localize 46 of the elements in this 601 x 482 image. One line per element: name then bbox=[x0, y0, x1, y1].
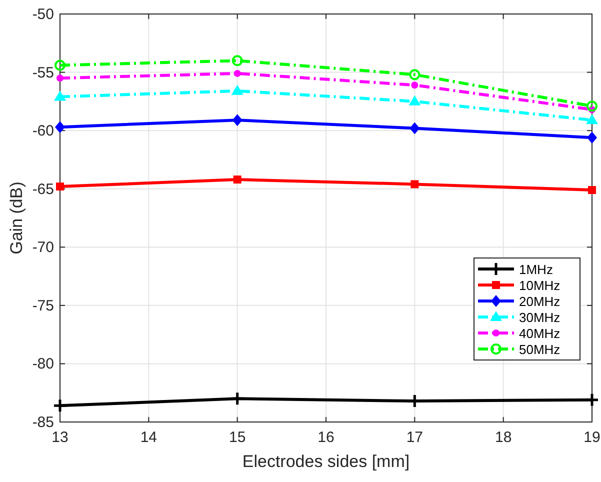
point bbox=[588, 186, 596, 194]
y-tick-label: -65 bbox=[32, 180, 54, 198]
x-tick-label: 15 bbox=[228, 429, 246, 446]
y-tick-label: -85 bbox=[32, 414, 54, 431]
x-tick-label: 17 bbox=[406, 429, 424, 446]
point bbox=[56, 74, 64, 82]
point bbox=[56, 182, 64, 191]
point bbox=[407, 394, 422, 408]
point bbox=[584, 392, 600, 408]
point bbox=[232, 114, 242, 126]
point bbox=[409, 69, 420, 80]
point bbox=[52, 398, 68, 413]
x-tick-label: 13 bbox=[52, 429, 68, 446]
x-tick-label: 18 bbox=[494, 429, 512, 446]
point bbox=[587, 132, 597, 144]
y-tick-label: -75 bbox=[32, 297, 54, 314]
legend-label: 40MHz bbox=[519, 326, 560, 341]
y-tick-label: -60 bbox=[32, 122, 54, 140]
point bbox=[230, 391, 245, 406]
point bbox=[411, 82, 418, 89]
y-tick-label: -80 bbox=[32, 356, 54, 373]
point bbox=[586, 114, 598, 124]
y-tick-label: -70 bbox=[32, 239, 54, 256]
y-tick-label: -50 bbox=[32, 6, 54, 23]
legend-label: 50MHz bbox=[519, 342, 560, 357]
x-tick-label: 19 bbox=[584, 429, 600, 446]
point bbox=[410, 122, 420, 134]
y-axis-title: Gain (dB) bbox=[7, 182, 26, 254]
x-tick-label: 14 bbox=[140, 429, 158, 446]
point bbox=[234, 70, 241, 77]
point bbox=[232, 55, 243, 66]
point bbox=[54, 90, 66, 101]
legend-label: 20MHz bbox=[519, 294, 560, 309]
x-tick-label: 16 bbox=[318, 429, 334, 446]
point bbox=[233, 176, 242, 184]
point bbox=[54, 60, 66, 71]
point bbox=[231, 84, 244, 95]
legend-label: 10MHz bbox=[519, 278, 560, 293]
legend-label: 30MHz bbox=[519, 310, 560, 325]
y-tick-label: -55 bbox=[32, 64, 54, 82]
point bbox=[410, 180, 419, 188]
legend-label: 1MHz bbox=[519, 262, 553, 277]
point bbox=[408, 95, 421, 106]
point bbox=[586, 100, 598, 112]
point bbox=[55, 121, 65, 134]
x-axis-title: Electrodes sides [mm] bbox=[242, 452, 410, 471]
